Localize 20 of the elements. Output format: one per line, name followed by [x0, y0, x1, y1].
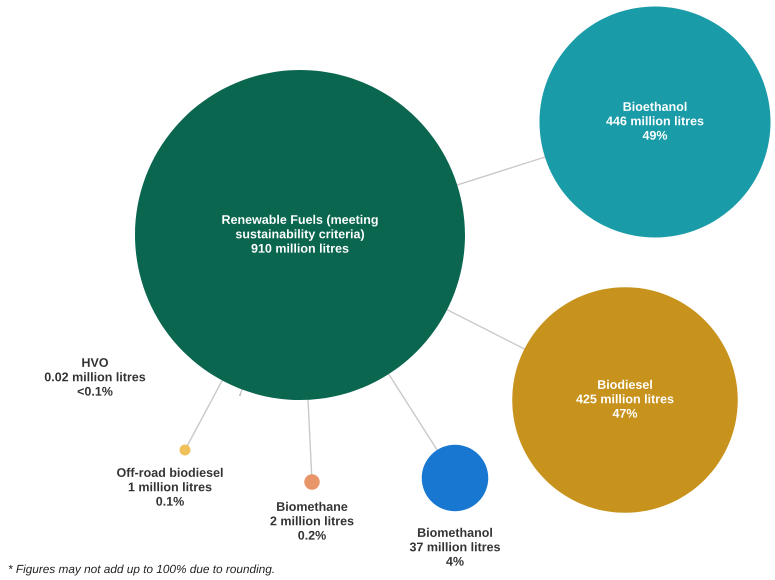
- data-label: 37 million litres: [410, 542, 500, 552]
- category-label: Biodiesel: [598, 380, 652, 389]
- category-label: Biomethanol: [418, 528, 492, 537]
- category-label: HVO: [82, 358, 108, 367]
- data-label: 0.02 million litres: [44, 372, 146, 382]
- category-label: Renewable Fuels (meeting sustainability criteria): [222, 214, 378, 241]
- text: 49%: [642, 130, 668, 140]
- text: 47%: [612, 408, 638, 418]
- data-label: 425 million litres: [576, 394, 674, 404]
- data-label: 2 million litres: [270, 516, 354, 526]
- category-label: Biomethane: [277, 502, 348, 511]
- text: 0.2%: [298, 530, 326, 540]
- text: * Figures may not add up to 100% due to rounding.: [8, 564, 274, 576]
- category-label: Off-road biodiesel: [117, 468, 223, 477]
- category-label: Bioethanol: [624, 102, 686, 111]
- text: 4%: [446, 556, 464, 566]
- text: <0.1%: [78, 386, 113, 396]
- text: 0.1%: [156, 496, 184, 506]
- data-label: 1 million litres: [128, 482, 212, 492]
- data-label: 446 million litres: [606, 116, 704, 126]
